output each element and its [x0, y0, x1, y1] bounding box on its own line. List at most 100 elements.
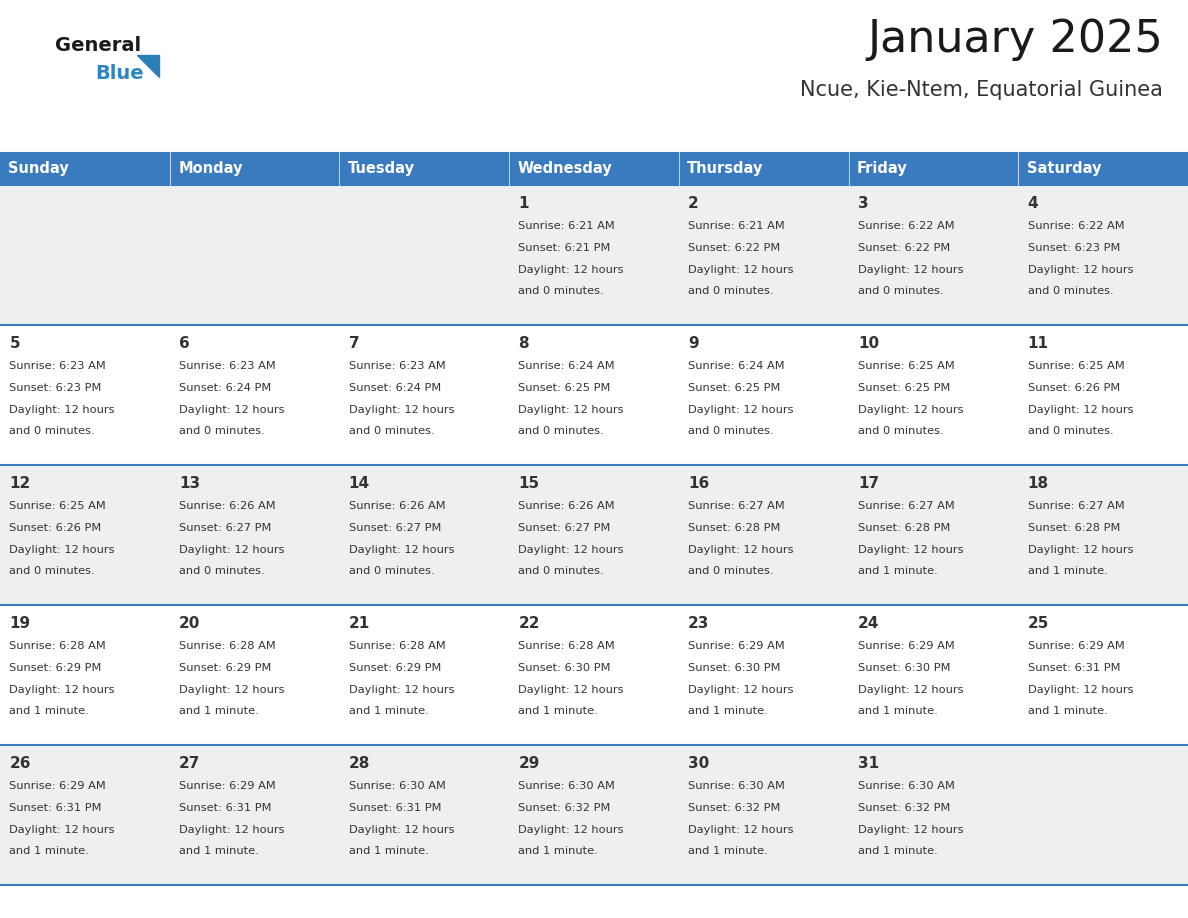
Text: and 1 minute.: and 1 minute.: [10, 707, 89, 717]
Text: Sunrise: 6:22 AM: Sunrise: 6:22 AM: [858, 221, 954, 231]
Text: Sunrise: 6:23 AM: Sunrise: 6:23 AM: [349, 362, 446, 372]
Text: 18: 18: [1028, 476, 1049, 491]
Text: Tuesday: Tuesday: [348, 161, 415, 176]
Text: 4: 4: [1028, 196, 1038, 211]
Text: 6: 6: [179, 336, 190, 352]
Bar: [1018, 152, 1188, 185]
Text: and 1 minute.: and 1 minute.: [858, 707, 937, 717]
Text: 31: 31: [858, 756, 879, 771]
Text: and 1 minute.: and 1 minute.: [349, 707, 429, 717]
Text: Sunrise: 6:26 AM: Sunrise: 6:26 AM: [179, 501, 276, 511]
Text: Sunrise: 6:27 AM: Sunrise: 6:27 AM: [1028, 501, 1124, 511]
Text: Daylight: 12 hours: Daylight: 12 hours: [858, 685, 963, 695]
Text: Sunset: 6:27 PM: Sunset: 6:27 PM: [179, 523, 271, 533]
Text: 21: 21: [349, 616, 369, 632]
Text: and 1 minute.: and 1 minute.: [688, 707, 767, 717]
Text: and 0 minutes.: and 0 minutes.: [349, 566, 435, 577]
Text: Daylight: 12 hours: Daylight: 12 hours: [858, 405, 963, 415]
Text: Daylight: 12 hours: Daylight: 12 hours: [688, 544, 794, 554]
Text: and 0 minutes.: and 0 minutes.: [688, 427, 773, 436]
Text: 24: 24: [858, 616, 879, 632]
Text: 16: 16: [688, 476, 709, 491]
Text: Daylight: 12 hours: Daylight: 12 hours: [179, 405, 285, 415]
Text: Sunset: 6:24 PM: Sunset: 6:24 PM: [179, 383, 271, 393]
Text: 28: 28: [349, 756, 371, 771]
Text: Sunrise: 6:30 AM: Sunrise: 6:30 AM: [688, 781, 785, 791]
Text: and 0 minutes.: and 0 minutes.: [10, 566, 95, 577]
Text: Sunset: 6:28 PM: Sunset: 6:28 PM: [858, 523, 950, 533]
Text: Sunset: 6:23 PM: Sunset: 6:23 PM: [1028, 243, 1120, 253]
Text: Friday: Friday: [857, 161, 908, 176]
Text: 22: 22: [518, 616, 541, 632]
Text: Sunrise: 6:28 AM: Sunrise: 6:28 AM: [10, 642, 106, 652]
Text: and 0 minutes.: and 0 minutes.: [518, 566, 605, 577]
Text: Daylight: 12 hours: Daylight: 12 hours: [1028, 544, 1133, 554]
Text: Sunrise: 6:27 AM: Sunrise: 6:27 AM: [688, 501, 785, 511]
Text: Daylight: 12 hours: Daylight: 12 hours: [688, 405, 794, 415]
Text: Thursday: Thursday: [688, 161, 764, 176]
Text: Sunset: 6:32 PM: Sunset: 6:32 PM: [688, 803, 781, 813]
Text: Sunset: 6:29 PM: Sunset: 6:29 PM: [179, 663, 271, 673]
Text: Daylight: 12 hours: Daylight: 12 hours: [1028, 264, 1133, 274]
Text: and 0 minutes.: and 0 minutes.: [518, 286, 605, 297]
Text: 14: 14: [349, 476, 369, 491]
Text: Sunrise: 6:21 AM: Sunrise: 6:21 AM: [688, 221, 785, 231]
Text: General: General: [55, 36, 141, 55]
Bar: [0, 152, 170, 185]
Text: Sunrise: 6:26 AM: Sunrise: 6:26 AM: [349, 501, 446, 511]
Text: Sunset: 6:22 PM: Sunset: 6:22 PM: [858, 243, 950, 253]
Text: Sunrise: 6:28 AM: Sunrise: 6:28 AM: [518, 642, 615, 652]
Text: Sunset: 6:32 PM: Sunset: 6:32 PM: [858, 803, 950, 813]
Text: Sunrise: 6:28 AM: Sunrise: 6:28 AM: [179, 642, 276, 652]
Text: Sunset: 6:24 PM: Sunset: 6:24 PM: [349, 383, 441, 393]
Text: Sunrise: 6:22 AM: Sunrise: 6:22 AM: [1028, 221, 1124, 231]
Text: Sunrise: 6:21 AM: Sunrise: 6:21 AM: [518, 221, 615, 231]
Text: Daylight: 12 hours: Daylight: 12 hours: [858, 824, 963, 834]
Text: and 1 minute.: and 1 minute.: [858, 566, 937, 577]
Text: Daylight: 12 hours: Daylight: 12 hours: [1028, 685, 1133, 695]
Bar: [0, 465, 1188, 605]
Text: and 0 minutes.: and 0 minutes.: [179, 427, 265, 436]
Text: Sunset: 6:29 PM: Sunset: 6:29 PM: [349, 663, 441, 673]
Text: Sunset: 6:26 PM: Sunset: 6:26 PM: [1028, 383, 1120, 393]
Text: Sunrise: 6:25 AM: Sunrise: 6:25 AM: [1028, 362, 1124, 372]
Text: and 1 minute.: and 1 minute.: [1028, 707, 1107, 717]
Text: and 0 minutes.: and 0 minutes.: [518, 427, 605, 436]
Text: Daylight: 12 hours: Daylight: 12 hours: [688, 824, 794, 834]
Text: Daylight: 12 hours: Daylight: 12 hours: [688, 685, 794, 695]
Bar: [340, 152, 510, 185]
Text: Daylight: 12 hours: Daylight: 12 hours: [179, 544, 285, 554]
Bar: [848, 152, 1018, 185]
Text: and 0 minutes.: and 0 minutes.: [349, 427, 435, 436]
Text: 25: 25: [1028, 616, 1049, 632]
Text: and 0 minutes.: and 0 minutes.: [858, 286, 943, 297]
Text: Daylight: 12 hours: Daylight: 12 hours: [518, 405, 624, 415]
Text: Daylight: 12 hours: Daylight: 12 hours: [518, 824, 624, 834]
Text: 30: 30: [688, 756, 709, 771]
Text: 2: 2: [688, 196, 699, 211]
Text: 9: 9: [688, 336, 699, 352]
Text: Sunset: 6:27 PM: Sunset: 6:27 PM: [518, 523, 611, 533]
Text: Sunset: 6:26 PM: Sunset: 6:26 PM: [10, 523, 102, 533]
Text: and 1 minute.: and 1 minute.: [179, 846, 259, 856]
Text: 15: 15: [518, 476, 539, 491]
Text: Sunrise: 6:29 AM: Sunrise: 6:29 AM: [10, 781, 106, 791]
Text: Daylight: 12 hours: Daylight: 12 hours: [518, 264, 624, 274]
Text: Sunrise: 6:30 AM: Sunrise: 6:30 AM: [349, 781, 446, 791]
Text: Daylight: 12 hours: Daylight: 12 hours: [858, 264, 963, 274]
Text: Daylight: 12 hours: Daylight: 12 hours: [349, 405, 454, 415]
Text: Sunrise: 6:24 AM: Sunrise: 6:24 AM: [688, 362, 785, 372]
Text: 26: 26: [10, 756, 31, 771]
Text: 27: 27: [179, 756, 201, 771]
Text: Sunday: Sunday: [8, 161, 69, 176]
Text: and 0 minutes.: and 0 minutes.: [1028, 427, 1113, 436]
Text: Sunrise: 6:27 AM: Sunrise: 6:27 AM: [858, 501, 955, 511]
Text: Saturday: Saturday: [1026, 161, 1101, 176]
Text: and 1 minute.: and 1 minute.: [179, 707, 259, 717]
Text: Sunrise: 6:28 AM: Sunrise: 6:28 AM: [349, 642, 446, 652]
Bar: [0, 605, 1188, 745]
Text: 7: 7: [349, 336, 360, 352]
Text: Sunrise: 6:23 AM: Sunrise: 6:23 AM: [179, 362, 276, 372]
Text: Daylight: 12 hours: Daylight: 12 hours: [688, 264, 794, 274]
Text: and 0 minutes.: and 0 minutes.: [858, 427, 943, 436]
